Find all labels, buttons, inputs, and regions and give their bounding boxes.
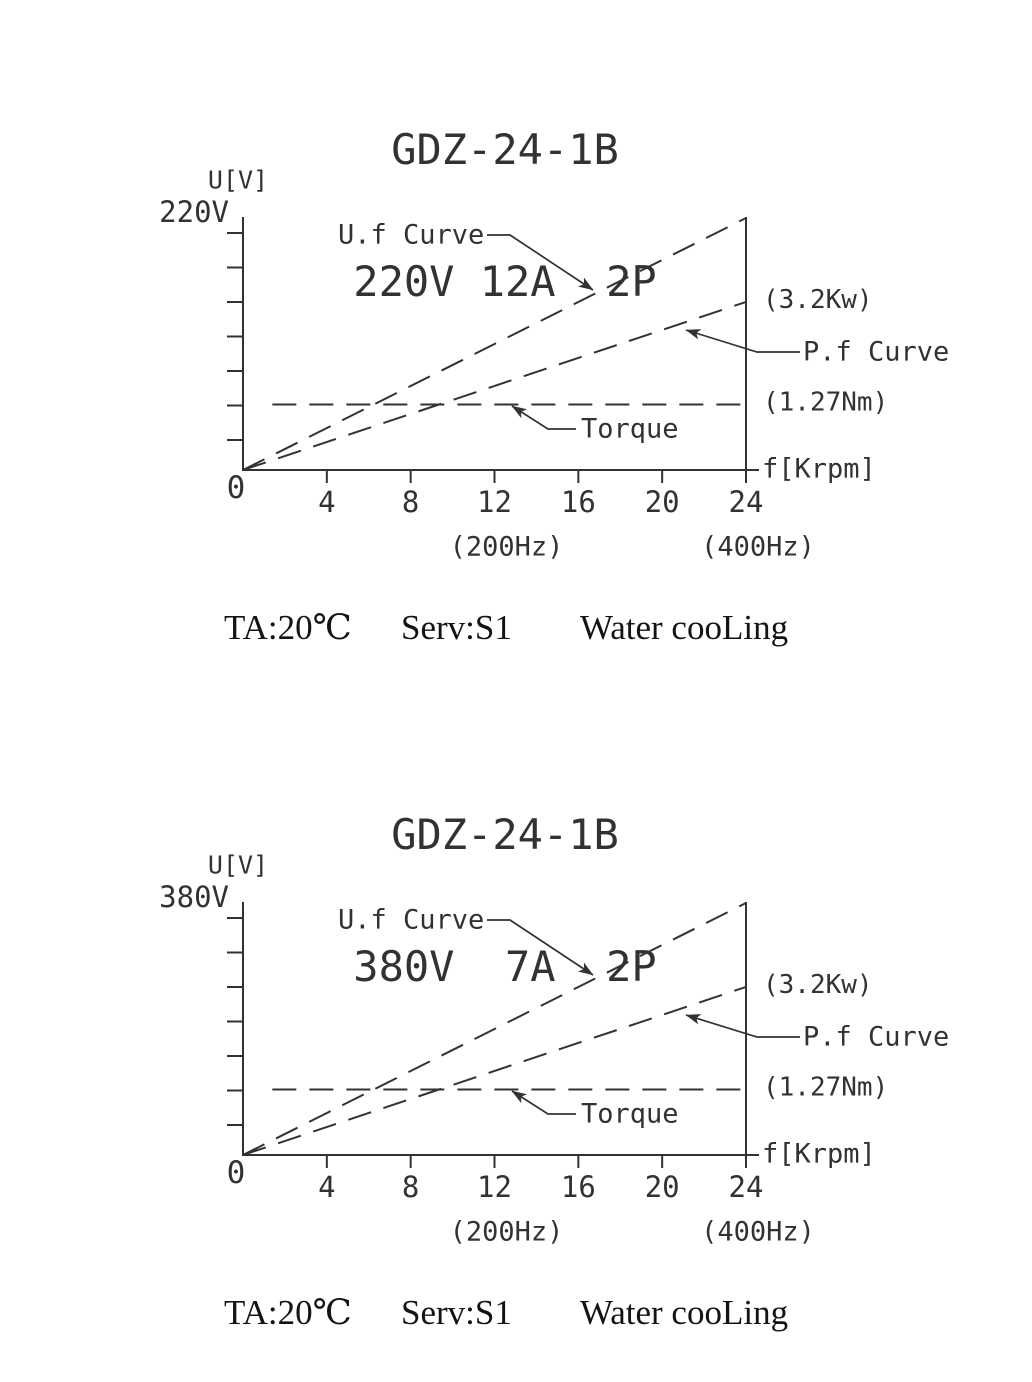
chart-block-220v: GDZ-24-1B 220V 12A 2P 4 8 12 16 20 24 (200Hz)(… xyxy=(0,125,1032,654)
u-f-curve-callout-label: U.f Curve xyxy=(338,220,484,251)
x-secondary-label: (400Hz) xyxy=(701,1217,815,1248)
chart-title-rating: 380V 7A 2P xyxy=(353,942,657,991)
torque-value-label: (1.27Nm) xyxy=(763,1072,888,1102)
y-axis-label: U[V] xyxy=(208,166,268,195)
torque-leader-arrow xyxy=(511,1090,576,1115)
x-tick-label: 4 xyxy=(318,1170,335,1204)
chart-title-model: GDZ-24-1B xyxy=(391,810,619,859)
service-rating-label: Serv:S1 xyxy=(401,608,512,647)
ambient-temp-label: TA:20℃ xyxy=(224,608,352,647)
u-f-curve-leader-arrow xyxy=(487,919,594,976)
u-f-curve-callout-label: U.f Curve xyxy=(338,905,484,936)
x-tick-label: 4 xyxy=(318,485,335,519)
torque-callout-label: Torque xyxy=(581,1099,679,1130)
x-tick-label: 8 xyxy=(402,485,419,519)
x-tick-label: 20 xyxy=(645,1170,680,1204)
x-tick-label: 24 xyxy=(729,485,764,519)
y-max-label: 220V xyxy=(159,195,229,229)
ambient-temp-label: TA:20℃ xyxy=(224,1293,352,1332)
service-rating-label: Serv:S1 xyxy=(401,1293,512,1332)
u-f-curve-leader-arrow xyxy=(487,234,594,291)
u-f-curve-line xyxy=(242,217,747,471)
x-secondary-label: (200Hz) xyxy=(450,1217,564,1248)
x-tick-label: 8 xyxy=(402,1170,419,1204)
x-tick-label: 24 xyxy=(729,1170,764,1204)
p-f-curve-leader-arrow xyxy=(685,1014,800,1038)
x-tick-label: 12 xyxy=(477,485,512,519)
p-f-curve-callout-label: P.f Curve xyxy=(803,1022,949,1053)
uf-pf-torque-chart-220v: 4 8 12 16 20 24 (200Hz) (400Hz) U[V]220V 0 f[Krpm]… xyxy=(159,166,949,563)
p-f-curve-line xyxy=(242,300,747,471)
origin-label: 0 xyxy=(227,470,246,506)
x-tick-label: 16 xyxy=(561,1170,596,1204)
x-axis-label: f[Krpm] xyxy=(762,454,876,485)
y-max-label: 380V xyxy=(159,880,229,914)
operating-conditions-220v: TA:20℃ Serv:S1 Water cooLing xyxy=(0,608,1032,654)
x-axis-label: f[Krpm] xyxy=(762,1139,876,1170)
x-secondary-label: (200Hz) xyxy=(450,532,564,563)
torque-callout-label: Torque xyxy=(581,414,679,445)
x-tick-label: 12 xyxy=(477,1170,512,1204)
y-axis-label: U[V] xyxy=(208,851,268,880)
chart-title-model: GDZ-24-1B xyxy=(391,125,619,174)
x-tick-label: 20 xyxy=(645,485,680,519)
p-f-curve-line xyxy=(242,985,747,1156)
x-tick-label: 16 xyxy=(561,485,596,519)
torque-value-label: (1.27Nm) xyxy=(763,387,888,417)
chart-title-380v: GDZ-24-1B 380V 7A 2P xyxy=(0,725,1010,1077)
p-f-curve-value-label: (3.2Kw) xyxy=(763,970,873,1000)
p-f-curve-leader-arrow xyxy=(685,329,800,353)
p-f-curve-value-label: (3.2Kw) xyxy=(763,285,873,315)
p-f-curve-callout-label: P.f Curve xyxy=(803,337,949,368)
u-f-curve-line xyxy=(242,902,747,1156)
uf-pf-torque-chart-380v: 4 8 12 16 20 24 (200Hz) (400Hz) U[V]380V 0 f[Krpm]… xyxy=(159,851,949,1248)
chart-block-380v: GDZ-24-1B 380V 7A 2P 4 8 12 16 20 24 (200Hz) (4… xyxy=(0,685,1032,1376)
torque-leader-arrow xyxy=(511,405,576,430)
origin-label: 0 xyxy=(227,1155,246,1191)
cooling-type-label: Water cooLing xyxy=(580,1293,789,1332)
cooling-type-label: Water cooLing xyxy=(580,608,789,647)
x-secondary-label: (400Hz) xyxy=(701,532,815,563)
operating-conditions-380v: TA:20℃ Serv:S1 Water cooLing xyxy=(0,1293,1032,1339)
